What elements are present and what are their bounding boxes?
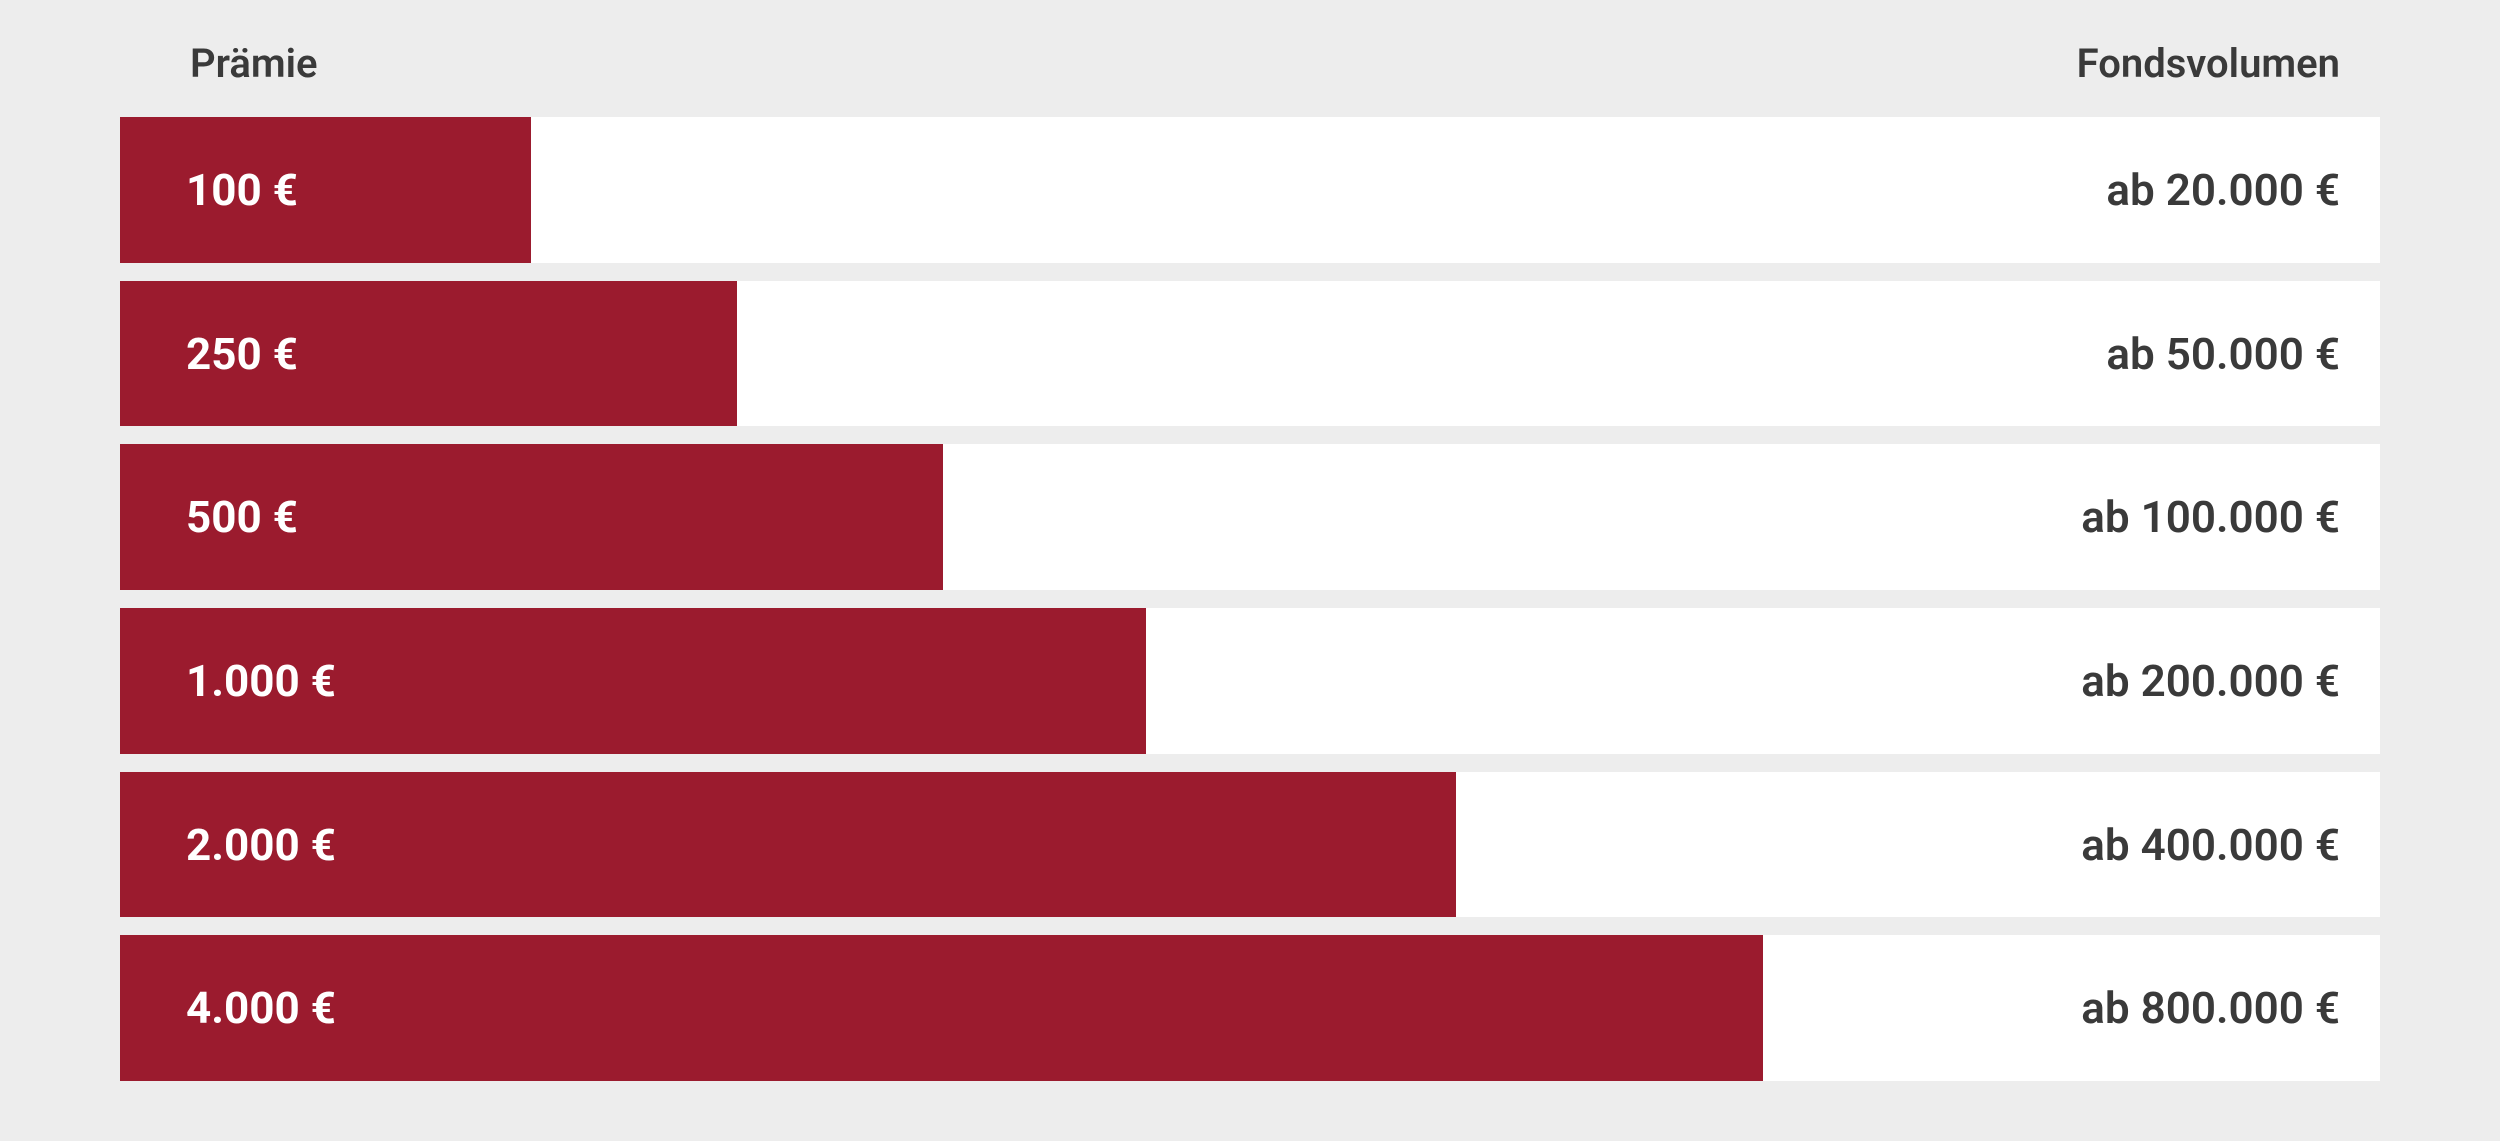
value-label: ab 800.000 € [2081, 982, 2340, 1034]
bar-row: 4.000 € ab 800.000 € [120, 935, 2380, 1081]
header-left-label: Prämie [190, 40, 318, 87]
value-label: ab 100.000 € [2081, 491, 2340, 543]
chart-header: Prämie Fondsvolumen [120, 40, 2380, 117]
value-label: ab 400.000 € [2081, 819, 2340, 871]
value-label: ab 200.000 € [2081, 655, 2340, 707]
bar-fill: 2.000 € [120, 772, 1456, 918]
bar-fill: 500 € [120, 444, 943, 590]
bar-row: 100 € ab 20.000 € [120, 117, 2380, 263]
header-right-label: Fondsvolumen [2077, 40, 2340, 87]
bar-fill: 250 € [120, 281, 737, 427]
bar-row: 1.000 € ab 200.000 € [120, 608, 2380, 754]
value-label: ab 20.000 € [2106, 164, 2340, 216]
bar-fill: 1.000 € [120, 608, 1146, 754]
bar-fill: 100 € [120, 117, 531, 263]
value-label: ab 50.000 € [2106, 328, 2340, 380]
bar-row: 2.000 € ab 400.000 € [120, 772, 2380, 918]
bar-fill: 4.000 € [120, 935, 1763, 1081]
bar-row: 250 € ab 50.000 € [120, 281, 2380, 427]
chart-rows: 100 € ab 20.000 € 250 € ab 50.000 € 500 € ab … [120, 117, 2380, 1081]
premium-chart: Prämie Fondsvolumen 100 € ab 20.000 € 250 … [120, 40, 2380, 1081]
bar-row: 500 € ab 100.000 € [120, 444, 2380, 590]
